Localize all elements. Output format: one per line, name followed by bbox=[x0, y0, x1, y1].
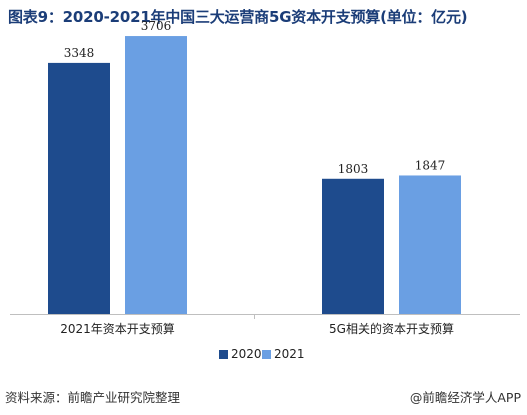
legend: 2020 2021 bbox=[0, 347, 527, 367]
legend-label-2021: 2021 bbox=[274, 347, 305, 361]
data-label-2020-1: 1803 bbox=[338, 162, 369, 176]
bar-2020-1 bbox=[322, 178, 384, 314]
x-tick-label-1: 5G相关的资本开支预算 bbox=[329, 321, 454, 336]
data-label-2020-0: 3348 bbox=[64, 46, 95, 60]
page-title: 图表9：2020-2021年中国三大运营商5G资本开支预算(单位：亿元) bbox=[8, 8, 468, 26]
legend-item-2020: 2020 bbox=[219, 347, 262, 361]
legend-label-2020: 2020 bbox=[231, 347, 262, 361]
legend-swatch-2021 bbox=[262, 349, 271, 359]
bar-chart: 3348 3706 2021年资本开支预算 1803 1847 5G相关的资本开支预算 bbox=[10, 19, 520, 336]
x-tick-label-0: 2021年资本开支预算 bbox=[60, 321, 175, 336]
data-label-2021-0: 3706 bbox=[141, 19, 172, 33]
bar-2021-0 bbox=[125, 36, 187, 315]
bar-2020-0 bbox=[48, 62, 110, 315]
data-label-2021-1: 1847 bbox=[415, 158, 446, 172]
legend-swatch-2020 bbox=[219, 349, 228, 359]
bar-2021-1 bbox=[399, 175, 461, 314]
footer: 资料来源：前瞻产业研究院整理 @前瞻经济学人APP bbox=[0, 384, 527, 415]
legend-item-2021: 2021 bbox=[262, 347, 305, 361]
brand-credit: @前瞻经济学人APP bbox=[409, 390, 521, 405]
source-note: 资料来源：前瞻产业研究院整理 bbox=[5, 390, 181, 405]
